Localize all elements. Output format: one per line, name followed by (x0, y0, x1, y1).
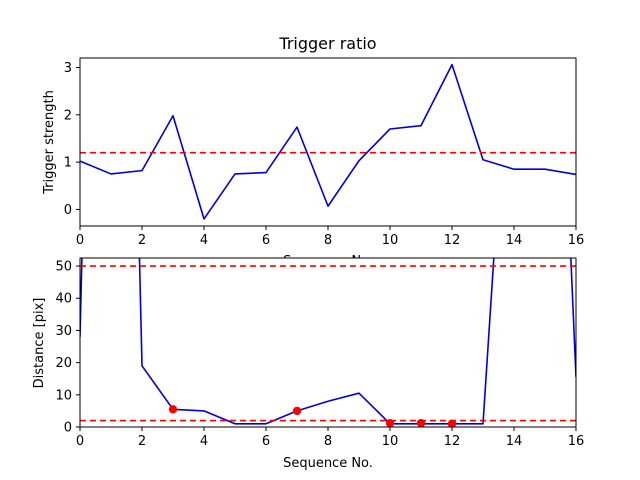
bottom-red-marker-point (292, 406, 302, 416)
top-x-tick-label: 2 (138, 233, 146, 248)
top-y-axis-label: Trigger strength (42, 90, 57, 195)
bottom-x-tick-label: 2 (138, 434, 146, 449)
top-x-tick-label: 12 (444, 233, 461, 248)
bottom-x-axis-label: Sequence No. (283, 456, 373, 471)
bottom-x-tick-label: 6 (262, 434, 270, 449)
top-x-tick-label: 10 (382, 233, 399, 248)
bottom-x-tick-label: 16 (568, 434, 585, 449)
bottom-axes-background (80, 258, 576, 427)
bottom-x-tick-label: 8 (324, 434, 332, 449)
top-y-tick-label: 3 (64, 61, 72, 76)
bottom-x-tick-label: 12 (444, 434, 461, 449)
bottom-y-tick-label: 40 (55, 292, 72, 307)
bottom-y-tick-label: 50 (55, 260, 72, 275)
top-x-tick-label: 0 (76, 233, 84, 248)
top-y-tick-label: 0 (64, 203, 72, 218)
top-axes-frame (79, 57, 577, 227)
top-x-tick-label: 8 (324, 233, 332, 248)
top-x-tick-label: 6 (262, 233, 270, 248)
bottom-axes-frame (79, 257, 577, 428)
bottom-y-tick-label: 0 (64, 421, 72, 436)
bottom-blue-series-line (80, 258, 576, 425)
bottom-x-tick-label: 10 (382, 434, 399, 449)
bottom-x-tick-label: 0 (76, 434, 84, 449)
top-x-tick-label: 16 (568, 233, 585, 248)
top-x-tick-label: 14 (506, 233, 523, 248)
top-y-tick-label: 1 (64, 156, 72, 171)
bottom-y-tick-label: 10 (55, 388, 72, 403)
bottom-red-marker-point (168, 405, 178, 414)
top-x-tick-label: 4 (200, 233, 208, 248)
bottom-x-tick-label: 4 (200, 434, 208, 449)
chart-title: Trigger ratio (278, 34, 376, 53)
bottom-y-tick-label: 30 (55, 324, 72, 339)
top-blue-series-line (80, 63, 576, 220)
bottom-y-axis-label: Distance [pix] (32, 298, 47, 389)
bottom-x-tick-label: 14 (506, 434, 523, 449)
bottom-red-marker-point (447, 419, 457, 427)
top-y-tick-label: 2 (64, 108, 72, 123)
bottom-y-tick-label: 20 (55, 356, 72, 371)
